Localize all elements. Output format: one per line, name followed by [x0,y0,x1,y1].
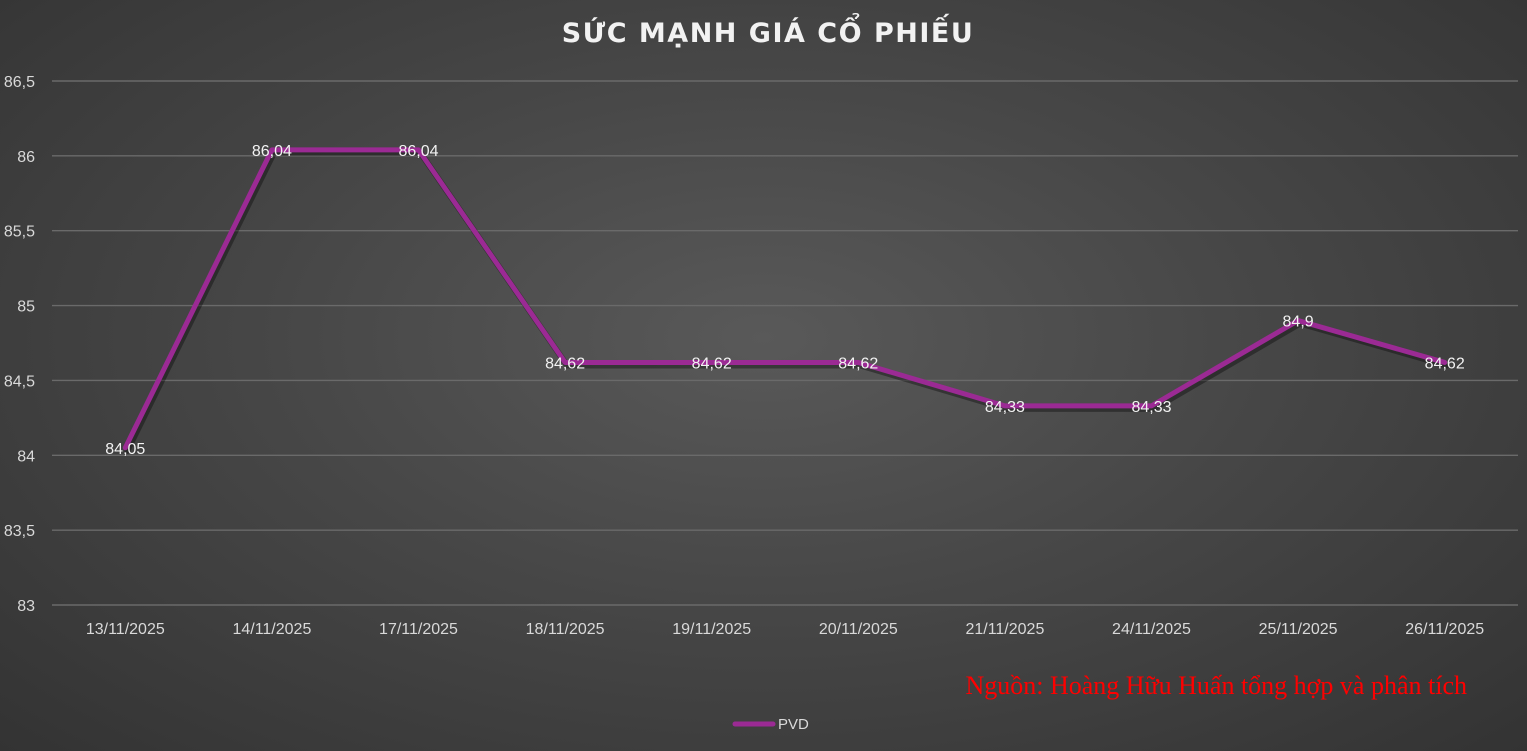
x-tick-label: 14/11/2025 [232,621,311,638]
x-tick-label: 17/11/2025 [379,621,458,638]
gridlines [52,80,1518,606]
data-point [856,360,861,365]
data-label: 86,04 [252,143,292,160]
x-tick-label: 21/11/2025 [965,621,1044,638]
y-tick-label: 85,5 [4,224,35,241]
x-tick-label: 26/11/2025 [1405,621,1484,638]
x-tick-label: 13/11/2025 [86,621,165,638]
series-lines [122,147,1450,454]
x-tick-label: 25/11/2025 [1259,621,1338,638]
data-labels: 84,05 86,04 86,04 84,62 84,62 84,62 84,33 84,33… [105,143,1465,458]
y-tick-label: 84,5 [4,373,35,390]
data-label: 84,05 [105,441,145,458]
legend-label: PVD [778,716,809,733]
y-tick-label: 86,5 [4,74,35,91]
data-label: 84,62 [692,355,732,372]
series-line-pvd [122,147,1448,451]
y-tick-label: 84 [17,448,35,465]
data-label: 84,62 [1425,355,1465,372]
x-tick-label: 24/11/2025 [1112,621,1191,638]
y-tick-label: 85 [17,299,35,316]
series-line-shadow [124,149,1450,454]
y-axis-ticks: 83 83,5 84 84,5 85 85,5 86 86,5 [4,74,35,615]
y-tick-label: 83,5 [4,523,35,540]
data-label: 84,9 [1283,314,1314,331]
data-point [709,360,714,365]
x-axis-ticks: 13/11/2025 14/11/2025 17/11/2025 18/11/2025… [86,621,1484,638]
data-point [1442,360,1447,365]
data-point [416,147,421,152]
source-note: Nguồn: Hoàng Hữu Huấn tổng hợp và phân t… [965,671,1467,700]
chart-title: SỨC MẠNH GIÁ CỔ PHIẾU [562,11,975,49]
data-label: 84,62 [545,355,585,372]
legend: PVD [732,716,809,733]
y-tick-label: 86 [17,149,35,166]
x-tick-label: 19/11/2025 [672,621,751,638]
data-label: 84,62 [838,355,878,372]
data-point [123,445,128,450]
data-point [1002,403,1007,408]
data-point [1296,318,1301,323]
data-label: 84,33 [985,399,1025,416]
data-point [1149,403,1154,408]
data-label: 84,33 [1131,399,1171,416]
x-tick-label: 18/11/2025 [526,621,605,638]
y-tick-label: 83 [17,598,35,615]
data-point [563,360,568,365]
data-point [269,147,274,152]
data-label: 86,04 [398,143,438,160]
x-tick-label: 20/11/2025 [819,621,898,638]
